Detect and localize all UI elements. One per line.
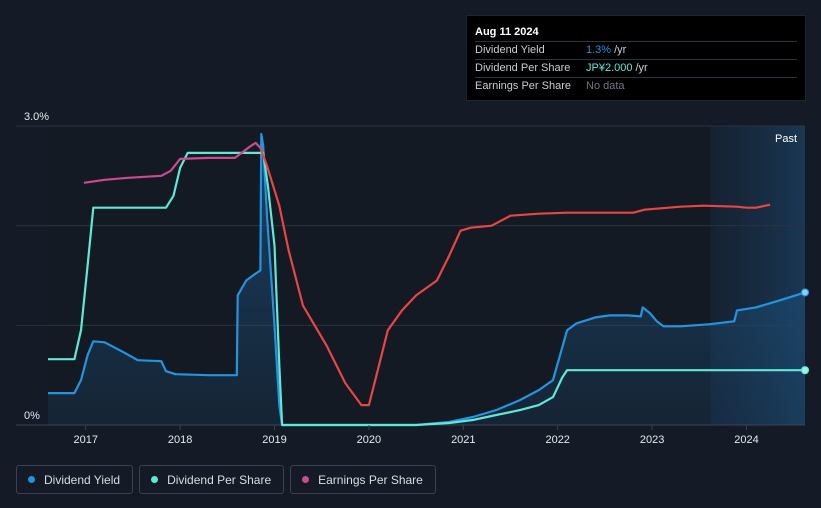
legend-dot-icon: [302, 476, 310, 483]
tooltip-row-dividend-yield: Dividend Yield 1.3% /yr: [475, 41, 797, 59]
legend: Dividend Yield Dividend Per Share Earnin…: [16, 465, 436, 494]
tooltip-value: 1.3%: [586, 44, 612, 56]
tooltip-unit: /yr: [614, 44, 627, 56]
tooltip-label: Earnings Per Share: [475, 80, 571, 92]
tooltip-label: Dividend Per Share: [475, 62, 571, 74]
legend-label: Earnings Per Share: [318, 472, 423, 487]
series-lines: [48, 132, 806, 427]
tooltip-label: Dividend Yield: [475, 44, 545, 56]
tooltip-row-earnings-per-share: Earnings Per Share No data: [475, 77, 797, 95]
dps-line: [48, 151, 805, 427]
tooltip-unit: /yr: [635, 62, 648, 74]
x-tick-label: 2021: [451, 434, 475, 446]
tooltip: Aug 11 2024 Dividend Yield 1.3% /yr Divi…: [466, 15, 806, 101]
legend-dividend-yield[interactable]: Dividend Yield: [16, 465, 134, 494]
x-tick-label: 2018: [168, 434, 192, 446]
eps-line: [83, 141, 262, 184]
legend-label: Dividend Yield: [44, 472, 121, 487]
dps-end-marker: [800, 366, 810, 375]
x-tick-label: 2024: [734, 434, 758, 446]
tooltip-value: JP¥2.000: [586, 62, 633, 74]
tooltip-row-dividend-per-share: Dividend Per Share JP¥2.000 /yr: [475, 59, 797, 77]
legend-earnings-per-share[interactable]: Earnings Per Share: [290, 465, 436, 494]
x-tick-label: 2020: [357, 434, 381, 446]
legend-label: Dividend Per Share: [167, 472, 272, 487]
past-label: Past: [775, 133, 797, 145]
y-axis-labels: 3.0% 0%: [24, 111, 49, 422]
x-axis: 2017 2018 2019 2020 2021 2022 2023 2024: [74, 425, 759, 446]
series-end-markers: [800, 288, 810, 375]
x-tick-label: 2017: [74, 434, 98, 446]
x-tick-label: 2023: [640, 434, 664, 446]
eps-line-decline: [259, 147, 771, 407]
tooltip-value: No data: [586, 80, 625, 92]
tooltip-date: Aug 11 2024: [475, 26, 539, 38]
yield-end-marker: [800, 288, 810, 297]
x-tick-label: 2019: [262, 434, 286, 446]
x-tick-label: 2022: [545, 434, 569, 446]
legend-dot-icon: [28, 476, 35, 483]
y-tick-label: 3.0%: [24, 111, 49, 123]
y-tick-label: 0%: [24, 410, 40, 422]
legend-dot-icon: [151, 476, 159, 483]
legend-dividend-per-share[interactable]: Dividend Per Share: [139, 465, 285, 494]
